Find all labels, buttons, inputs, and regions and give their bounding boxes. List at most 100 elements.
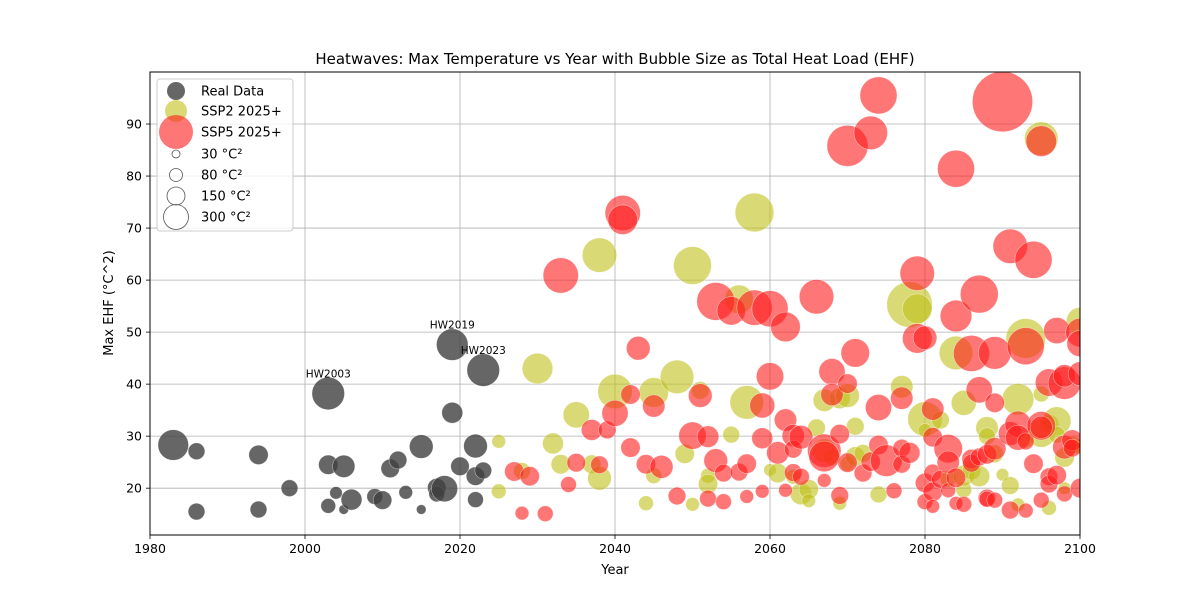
legend-size-label: 300 °C² [201, 211, 251, 226]
bubble-real-data [474, 461, 492, 480]
bubble-ssp5-2025 [820, 383, 844, 407]
bubble-real-data [372, 490, 393, 510]
bubble-real-data [157, 429, 189, 461]
bubble-ssp2-2025 [846, 417, 865, 436]
bubble-real-data [187, 502, 206, 521]
legend-label: Real Data [201, 85, 264, 100]
y-axis-ticks: 20 30 40 50 60 70 80 90 [126, 117, 150, 496]
bubble-ssp2-2025 [722, 425, 740, 444]
bubble-ssp5-2025 [620, 437, 641, 458]
x-axis-label: Year [600, 563, 629, 578]
bubble-ssp5-2025 [607, 204, 638, 235]
bubble-ssp5-2025 [626, 336, 651, 361]
bubble-ssp5-2025 [537, 505, 554, 522]
bubble-real-data [320, 498, 336, 514]
bubble-ssp2-2025 [581, 237, 618, 273]
bubble-real-data [329, 486, 343, 500]
legend-size-label: 80 °C² [201, 169, 242, 184]
bubble-ssp2-2025 [562, 401, 590, 429]
bubble-ssp2-2025 [542, 432, 564, 455]
bubble-ssp5-2025 [840, 338, 870, 368]
bubble-real-data [311, 376, 345, 411]
bubble-ssp5-2025 [798, 279, 835, 315]
legend-box [156, 78, 294, 232]
y-tick-label: 90 [126, 117, 142, 132]
legend-size-label: 150 °C² [201, 190, 251, 205]
y-tick-label: 40 [126, 377, 142, 392]
bubble-ssp2-2025 [1001, 383, 1035, 416]
bubble-ssp5-2025 [696, 425, 720, 448]
bubble-ssp5-2025 [749, 392, 776, 419]
bubble-ssp2-2025 [491, 434, 506, 449]
bubble-ssp5-2025 [837, 452, 858, 473]
x-tick-label: 2040 [599, 541, 631, 556]
bubble-real-data [436, 328, 469, 361]
bubble-real-data [340, 488, 363, 511]
bubble-ssp5-2025 [642, 394, 666, 418]
bubble-ssp5-2025 [649, 455, 674, 479]
y-tick-label: 60 [126, 273, 142, 288]
bubble-ssp5-2025 [751, 427, 774, 449]
bubble-ssp5-2025 [514, 506, 530, 521]
bubble-ssp5-2025 [978, 336, 1012, 370]
bubble-ssp5-2025 [808, 440, 840, 473]
legend-size-marker [163, 204, 189, 230]
bubble-ssp5-2025 [885, 482, 903, 499]
bubble-ssp5-2025 [817, 473, 832, 488]
x-tick-label: 2000 [289, 541, 321, 556]
bubble-real-data [431, 475, 458, 503]
bubble-ssp5-2025 [1046, 465, 1067, 486]
y-tick-label: 20 [126, 481, 142, 496]
bubble-real-data [332, 454, 356, 478]
bubble-ssp2-2025 [685, 497, 700, 512]
bubble-ssp5-2025 [912, 325, 938, 350]
y-axis-label: Max EHF (°C^2) [102, 250, 117, 356]
legend-size-label: 30 °C² [201, 148, 242, 163]
bubble-ssp5-2025 [590, 455, 609, 474]
x-tick-label: 1980 [134, 541, 166, 556]
bubble-ssp2-2025 [491, 483, 507, 499]
bubble-ssp2-2025 [659, 359, 695, 394]
bubble-ssp5-2025 [859, 76, 898, 115]
bubble-ssp2-2025 [521, 352, 554, 385]
bubbles-layer [157, 72, 1080, 522]
legend: Real Data SSP2 2025+ SSP5 2025+ 30 °C² 80 °C… [156, 78, 294, 232]
bubble-ssp5-2025 [714, 463, 733, 483]
legend-size-marker [166, 186, 186, 206]
y-tick-label: 70 [126, 221, 142, 236]
bubble-ssp5-2025 [519, 466, 540, 487]
legend-marker [159, 115, 193, 149]
bubble-real-data [450, 456, 470, 476]
legend-marker [167, 82, 185, 100]
bubble-ssp5-2025 [566, 453, 586, 473]
bubble-ssp5-2025 [1067, 361, 1080, 386]
bubble-real-data [467, 491, 484, 508]
y-tick-label: 50 [126, 325, 142, 340]
bubble-ssp5-2025 [939, 299, 973, 333]
bubble-ssp5-2025 [788, 425, 814, 450]
bubble-real-data [441, 401, 464, 424]
bubble-ssp5-2025 [853, 115, 888, 150]
bubble-ssp5-2025 [601, 399, 629, 427]
bubble-ssp5-2025 [1014, 240, 1053, 279]
bubble-ssp5-2025 [542, 257, 579, 294]
bubble-ssp5-2025 [699, 489, 717, 508]
bubble-real-data [249, 500, 268, 519]
bubble-ssp5-2025 [899, 255, 935, 291]
bubble-ssp5-2025 [965, 376, 993, 404]
bubble-ssp2-2025 [673, 246, 712, 285]
bubble-ssp2-2025 [734, 192, 775, 233]
bubble-ssp5-2025 [1001, 500, 1020, 520]
bubble-ssp5-2025 [837, 373, 858, 394]
x-axis-ticks: 1980 2000 2020 2040 2060 2080 2100 [134, 535, 1096, 556]
bubble-ssp5-2025 [1063, 438, 1080, 458]
bubble-ssp5-2025 [959, 274, 999, 314]
bubble-ssp5-2025 [1018, 502, 1034, 519]
bubble-ssp5-2025 [739, 489, 754, 504]
x-tick-label: 2100 [1064, 541, 1096, 556]
bubble-real-data [280, 479, 299, 497]
bubble-ssp5-2025 [1017, 432, 1035, 451]
bubble-ssp5-2025 [890, 386, 914, 410]
bubble-ssp5-2025 [736, 453, 757, 474]
